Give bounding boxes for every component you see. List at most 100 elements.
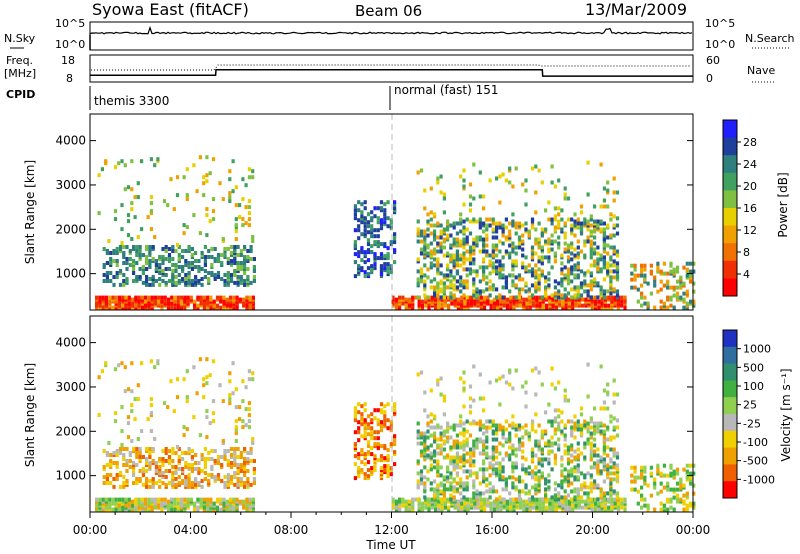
power-cell bbox=[252, 265, 256, 269]
velocity-cell bbox=[514, 461, 518, 466]
power-cell bbox=[416, 239, 420, 244]
colorbar-tick-label: -1000 bbox=[743, 473, 775, 486]
power-cell bbox=[252, 269, 256, 273]
velocity-cell bbox=[423, 390, 427, 395]
power-cell bbox=[426, 227, 430, 232]
power-cell bbox=[527, 287, 531, 292]
velocity-cell bbox=[540, 457, 544, 462]
velocity-cell bbox=[530, 495, 535, 500]
velocity-cell bbox=[158, 484, 162, 489]
power-cell bbox=[455, 243, 459, 248]
velocity-cell bbox=[623, 507, 627, 512]
velocity-cell bbox=[478, 481, 482, 486]
velocity-cell bbox=[236, 463, 240, 467]
power-cell bbox=[436, 263, 440, 268]
velocity-cell bbox=[360, 448, 364, 453]
power-cell bbox=[247, 167, 251, 172]
power-cell bbox=[586, 160, 590, 165]
power-cell bbox=[198, 155, 202, 160]
power-cell bbox=[109, 251, 113, 255]
velocity-cell bbox=[442, 497, 446, 502]
power-cell bbox=[478, 235, 482, 240]
velocity-cell bbox=[370, 418, 374, 423]
velocity-cell bbox=[370, 466, 374, 471]
velocity-cell bbox=[465, 475, 469, 480]
power-cell bbox=[666, 295, 670, 300]
velocity-cell bbox=[203, 471, 207, 475]
power-cell bbox=[550, 217, 554, 222]
power-cell bbox=[566, 271, 571, 276]
power-cell bbox=[553, 251, 557, 256]
power-cell bbox=[243, 279, 247, 283]
velocity-cell bbox=[472, 453, 476, 458]
velocity-cell bbox=[483, 507, 487, 512]
power-cell bbox=[452, 293, 456, 298]
velocity-cell bbox=[147, 497, 151, 502]
velocity-cell bbox=[508, 445, 512, 450]
velocity-cell bbox=[501, 435, 505, 440]
velocity-cell bbox=[459, 431, 463, 436]
power-ylabel: Slant Range [km] bbox=[23, 160, 37, 264]
power-cell bbox=[560, 271, 564, 276]
velocity-cell bbox=[534, 439, 538, 444]
power-cell bbox=[179, 295, 184, 300]
power-panel-frame bbox=[89, 113, 694, 311]
power-cell bbox=[242, 301, 246, 306]
velocity-cell bbox=[675, 471, 680, 476]
velocity-cell bbox=[573, 435, 577, 440]
power-cell bbox=[640, 295, 644, 300]
power-cell bbox=[357, 208, 361, 213]
velocity-cell bbox=[662, 503, 666, 508]
velocity-cell bbox=[534, 471, 538, 476]
power-cell bbox=[548, 299, 552, 304]
power-cell bbox=[132, 259, 136, 263]
power-cell bbox=[366, 212, 371, 217]
velocity-cell bbox=[570, 489, 574, 494]
power-cell bbox=[370, 268, 374, 273]
velocity-cell bbox=[234, 439, 238, 443]
power-cell bbox=[653, 283, 657, 288]
power-cell bbox=[583, 253, 587, 258]
velocity-cell bbox=[232, 497, 236, 502]
power-cell bbox=[128, 257, 132, 261]
velocity-cell bbox=[547, 439, 551, 444]
power-cell bbox=[606, 204, 610, 209]
velocity-cell bbox=[675, 467, 680, 472]
velocity-cell bbox=[692, 501, 696, 506]
power-cell bbox=[504, 279, 508, 284]
velocity-cell bbox=[636, 489, 640, 494]
velocity-cell bbox=[423, 437, 427, 442]
velocity-cell bbox=[576, 487, 580, 492]
power-cell bbox=[596, 251, 600, 256]
power-cell bbox=[437, 305, 441, 310]
velocity-cell bbox=[101, 497, 105, 502]
velocity-cell bbox=[236, 455, 240, 459]
velocity-cell bbox=[685, 469, 689, 474]
velocity-cell bbox=[213, 449, 217, 453]
power-cell bbox=[563, 241, 567, 246]
velocity-cell bbox=[429, 388, 433, 393]
power-cell bbox=[633, 277, 637, 282]
velocity-cell bbox=[148, 465, 152, 469]
velocity-cell bbox=[426, 453, 430, 458]
power-cell bbox=[357, 254, 361, 259]
power-cell bbox=[576, 265, 580, 270]
velocity-cell bbox=[455, 451, 459, 456]
velocity-cell bbox=[498, 427, 502, 432]
power-cell bbox=[228, 191, 232, 196]
power-cell bbox=[167, 259, 172, 263]
power-cell bbox=[659, 305, 663, 310]
power-cell bbox=[482, 289, 486, 294]
power-cell bbox=[498, 267, 502, 272]
velocity-cell bbox=[234, 419, 238, 424]
power-cell bbox=[482, 257, 486, 262]
power-cell bbox=[360, 210, 364, 215]
velocity-cell bbox=[485, 445, 489, 450]
velocity-cell bbox=[373, 464, 377, 469]
power-cell bbox=[535, 303, 539, 308]
velocity-cell bbox=[439, 447, 443, 452]
velocity-cell bbox=[97, 413, 101, 418]
velocity-cell bbox=[475, 437, 479, 442]
velocity-cell bbox=[419, 370, 424, 375]
power-cell bbox=[416, 219, 420, 224]
